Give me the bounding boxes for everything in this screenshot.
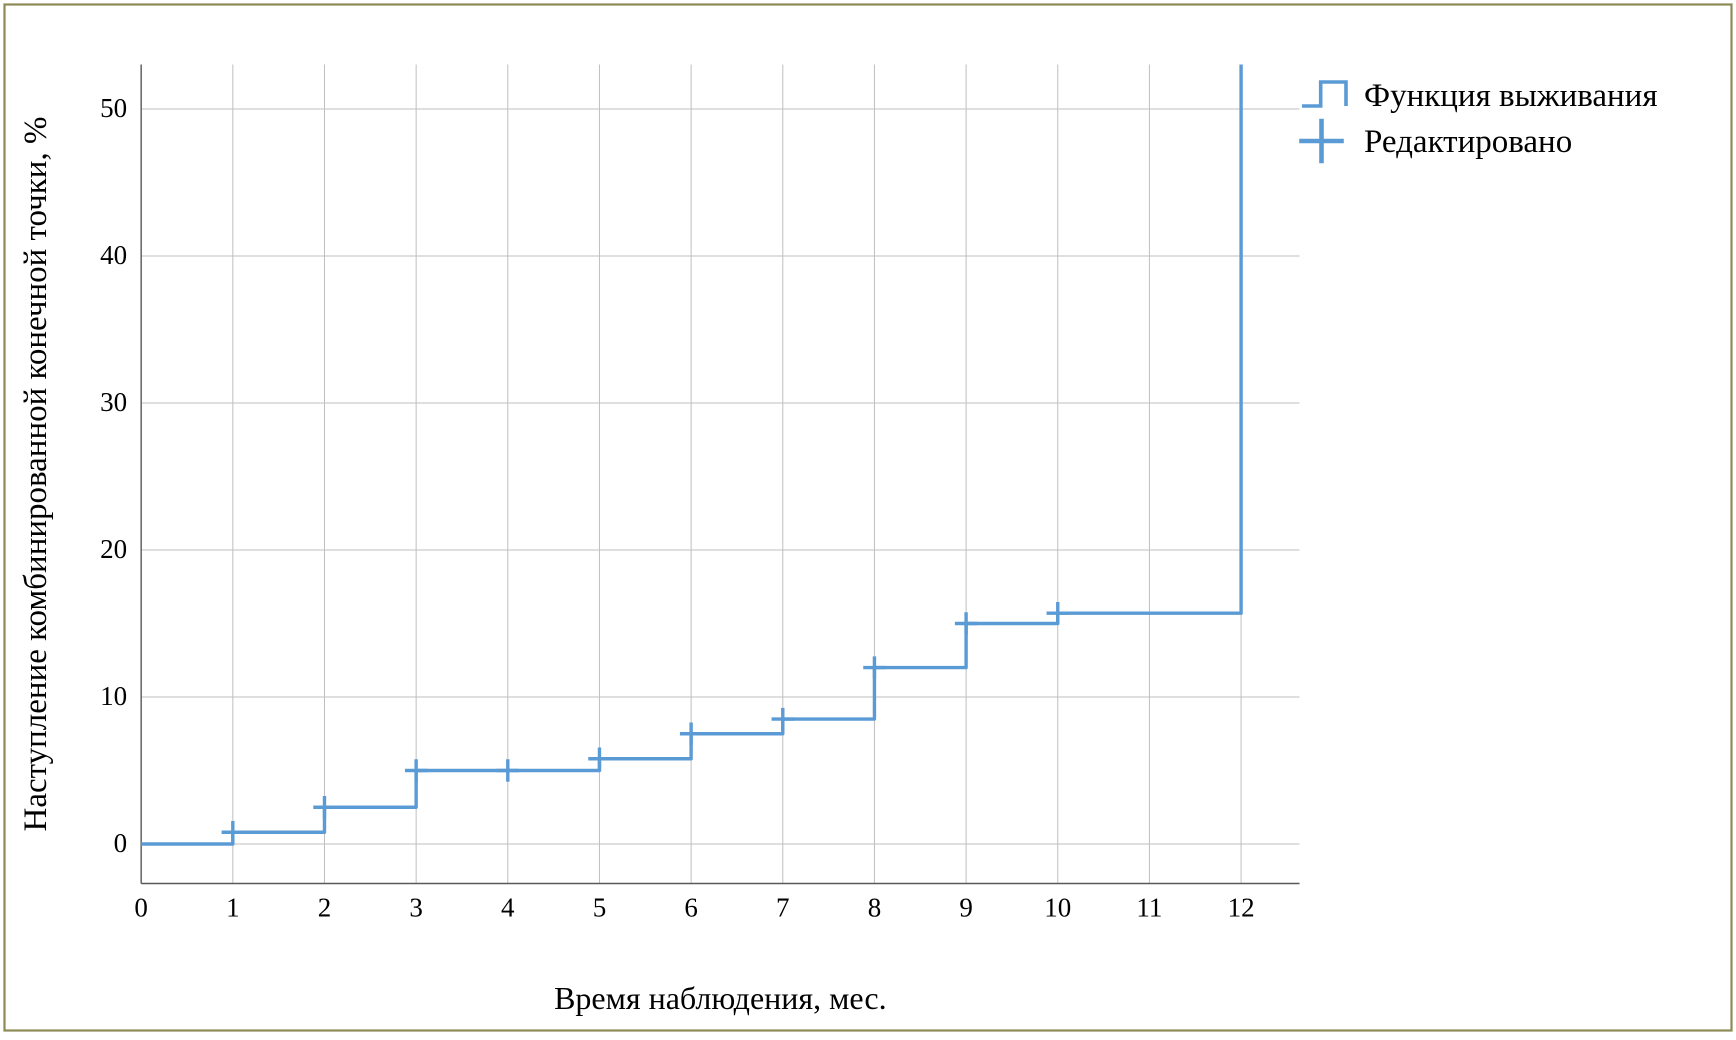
svg-text:2: 2 [318,893,332,923]
svg-text:Наступление комбинированной ко: Наступление комбинированной конечной точ… [18,117,54,832]
svg-text:Функция выживания: Функция выживания [1364,78,1658,114]
svg-text:9: 9 [959,893,973,923]
svg-text:0: 0 [114,828,128,858]
svg-text:5: 5 [593,893,607,923]
svg-text:20: 20 [100,534,127,564]
svg-text:40: 40 [100,240,127,270]
svg-text:4: 4 [501,893,515,923]
svg-text:30: 30 [100,387,127,417]
svg-text:11: 11 [1136,893,1162,923]
svg-text:Редактировано: Редактировано [1364,124,1572,160]
svg-text:12: 12 [1228,893,1255,923]
svg-text:1: 1 [226,893,240,923]
svg-text:7: 7 [776,893,790,923]
svg-text:0: 0 [134,893,148,923]
svg-text:3: 3 [409,893,423,923]
svg-text:8: 8 [868,893,882,923]
svg-text:50: 50 [100,93,127,123]
svg-text:10: 10 [100,681,127,711]
svg-text:Время наблюдения, мес.: Время наблюдения, мес. [554,980,886,1016]
svg-text:6: 6 [684,893,698,923]
svg-text:10: 10 [1044,893,1071,923]
